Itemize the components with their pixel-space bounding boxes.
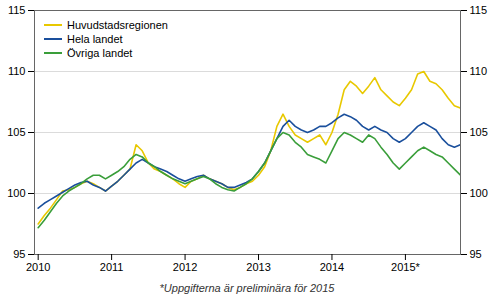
svg-text:110: 110	[470, 65, 488, 77]
svg-text:105: 105	[7, 126, 25, 138]
svg-text:100: 100	[470, 187, 488, 199]
svg-text:100: 100	[7, 187, 25, 199]
svg-text:2015*: 2015*	[391, 261, 420, 273]
svg-text:95: 95	[470, 248, 482, 260]
svg-text:2014: 2014	[320, 261, 344, 273]
html-text:*Uppgifterna är preliminära fö: *Uppgifterna är preliminära för 2015	[159, 282, 335, 294]
html-text:Huvudstadsregionen: Huvudstadsregionen	[67, 19, 168, 31]
svg-text:2011: 2011	[100, 261, 124, 273]
svg-text:105: 105	[470, 126, 488, 138]
svg-text:115: 115	[8, 4, 26, 16]
svg-text:2013: 2013	[246, 261, 270, 273]
svg-text:110: 110	[8, 65, 26, 77]
html-text:Hela landet: Hela landet	[67, 33, 123, 45]
svg-text:2012: 2012	[173, 261, 197, 273]
svg-text:115: 115	[470, 4, 488, 16]
html-text:Övriga landet: Övriga landet	[67, 47, 133, 59]
svg-text:2010: 2010	[26, 261, 50, 273]
svg-text:95: 95	[13, 248, 25, 260]
